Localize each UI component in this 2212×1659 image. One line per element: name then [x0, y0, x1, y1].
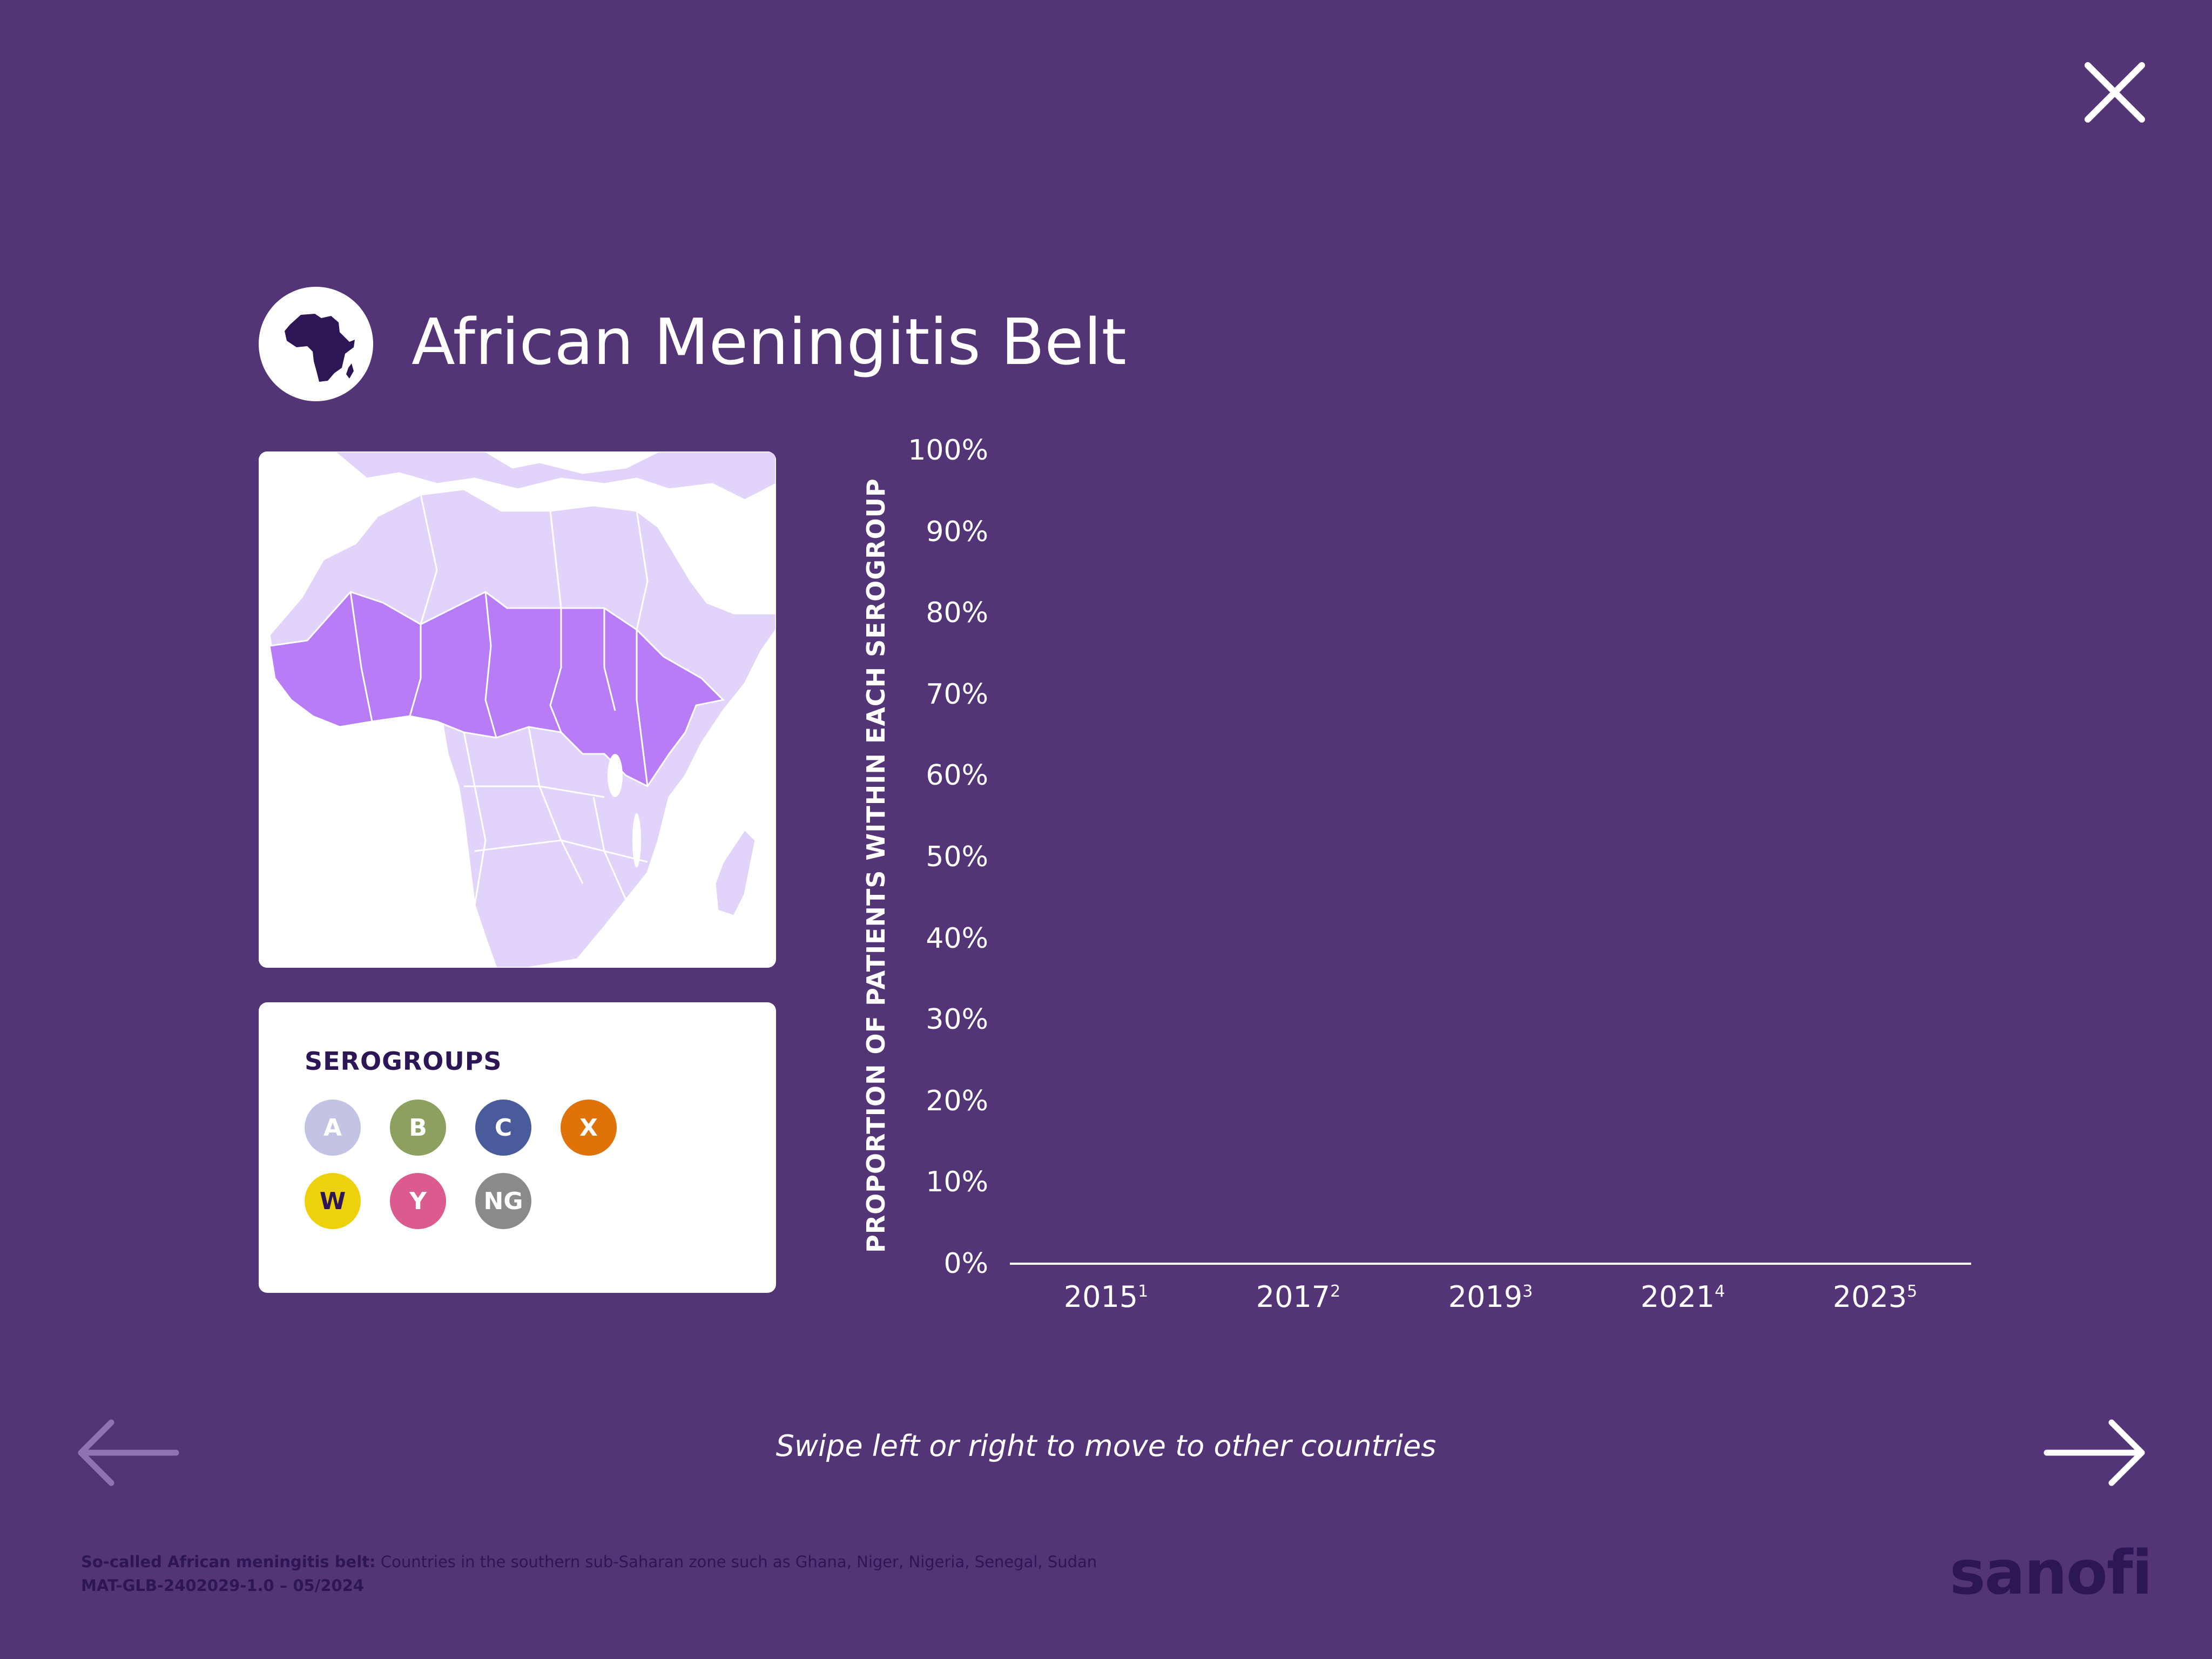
x-tick-label: 20172 [1228, 1280, 1368, 1314]
arrow-left-icon [78, 1419, 179, 1486]
y-tick-label: 90% [926, 515, 988, 548]
brand-logo: sanofi [1950, 1538, 2153, 1608]
x-tick-year: 2017 [1256, 1280, 1331, 1314]
close-icon [2085, 62, 2145, 123]
footnote-line: So-called African meningitis belt: Count… [81, 1550, 1097, 1574]
chart-plot [1010, 1263, 1971, 1265]
map-card [259, 451, 776, 968]
x-tick-year: 2015 [1063, 1280, 1138, 1314]
y-tick-label: 80% [926, 597, 988, 630]
x-tick-label: 20193 [1420, 1280, 1561, 1314]
y-tick-label: 30% [926, 1003, 988, 1036]
africa-belt-map [259, 451, 776, 968]
x-tick-year: 2021 [1640, 1280, 1715, 1314]
serogroup-chip-b[interactable]: B [390, 1100, 446, 1156]
y-tick-label: 70% [926, 678, 988, 711]
serogroup-chip-ng[interactable]: NG [475, 1173, 531, 1229]
y-tick-label: 20% [926, 1084, 988, 1117]
footnote-label: So-called African meningitis belt: [81, 1553, 376, 1571]
page-title: African Meningitis Belt [412, 305, 1127, 379]
chart: PROPORTION OF PATIENTS WITHIN EACH SEROG… [832, 410, 2020, 1361]
y-tick-label: 0% [943, 1247, 989, 1280]
arrow-right-icon [2044, 1419, 2145, 1486]
africa-continent-icon [285, 314, 355, 382]
footnote-text: Countries in the southern sub-Saharan zo… [375, 1553, 1097, 1571]
serogroup-chip-y[interactable]: Y [390, 1173, 446, 1229]
y-tick-label: 60% [926, 759, 988, 792]
y-tick-label: 40% [926, 922, 988, 955]
swipe-hint: Swipe left or right to move to other cou… [775, 1429, 1437, 1463]
region-badge [259, 287, 373, 401]
x-tick-reference: 2 [1330, 1282, 1341, 1301]
document-code: MAT-GLB-2402029-1.0 – 05/2024 [81, 1576, 365, 1595]
x-tick-year: 2023 [1832, 1280, 1907, 1314]
close-button[interactable] [2085, 62, 2145, 123]
x-tick-year: 2019 [1448, 1280, 1523, 1314]
x-tick-reference: 1 [1138, 1282, 1149, 1301]
serogroup-chip-x[interactable]: X [561, 1100, 617, 1156]
x-tick-label: 20151 [1036, 1280, 1176, 1314]
footnote: So-called African meningitis belt: Count… [81, 1550, 1097, 1597]
legend-title: SEROGROUPS [305, 1047, 502, 1076]
x-tick-label: 20235 [1805, 1280, 1945, 1314]
y-tick-label: 100% [908, 434, 988, 467]
legend-card: SEROGROUPS A B C X W Y NG [259, 1002, 776, 1293]
y-tick-label: 10% [926, 1166, 988, 1199]
next-country-button[interactable] [2041, 1415, 2149, 1491]
y-tick-label: 50% [926, 841, 988, 873]
serogroup-chip-a[interactable]: A [305, 1100, 361, 1156]
previous-country-button[interactable] [73, 1415, 181, 1491]
x-tick-reference: 3 [1522, 1282, 1533, 1301]
serogroup-chip-c[interactable]: C [475, 1100, 531, 1156]
x-tick-reference: 4 [1715, 1282, 1725, 1301]
x-tick-label: 20214 [1613, 1280, 1753, 1314]
serogroup-chip-w[interactable]: W [305, 1173, 361, 1229]
x-tick-reference: 5 [1907, 1282, 1918, 1301]
